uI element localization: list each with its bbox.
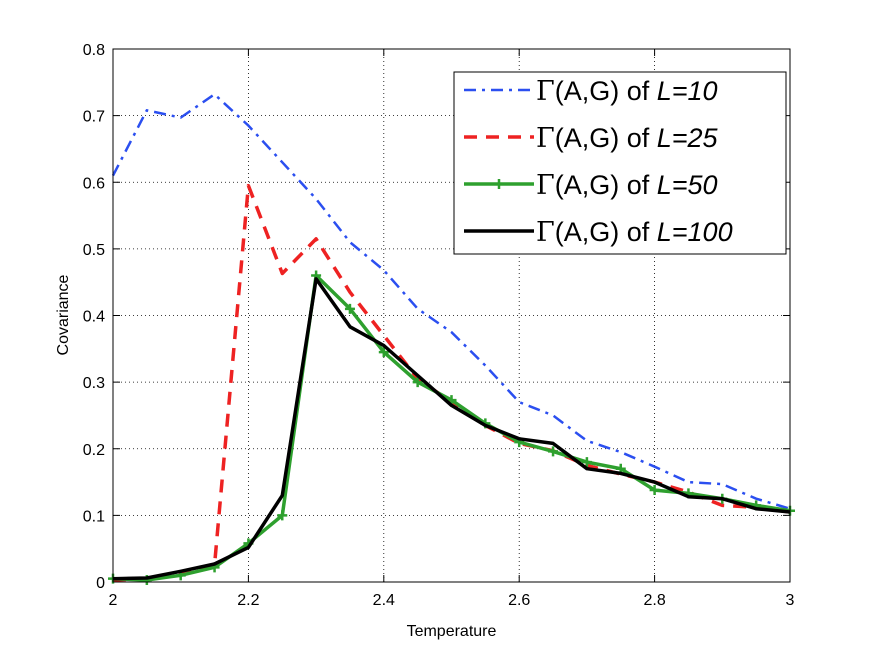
- legend-label: Γ(A,G) of L=25: [536, 123, 719, 154]
- legend-label-symbol: Γ: [536, 217, 555, 248]
- legend-label-size: L=25: [657, 123, 719, 153]
- series-1: [111, 93, 791, 510]
- legend-label-text: (A,G) of: [555, 170, 657, 200]
- x-tick-label: 2.4: [373, 592, 395, 609]
- legend-label-text: (A,G) of: [555, 123, 657, 153]
- y-tick-label: 0.5: [83, 242, 105, 259]
- legend: Γ(A,G) of L=10Γ(A,G) of L=25Γ(A,G) of L=…: [453, 71, 787, 255]
- x-tick-label: 3: [786, 592, 795, 609]
- x-tick-label: 2.2: [237, 592, 259, 609]
- y-tick-label: 0.6: [83, 175, 105, 192]
- axis-ticks: 2 2.2 2.4 2.6 2.8 3 0 0.1 0.2 0.3 0.4 0.5 0.6 0.7 0.8: [83, 42, 795, 609]
- y-tick-label: 0.1: [83, 508, 105, 525]
- y-tick-label: 0.2: [83, 442, 105, 459]
- legend-label: Γ(A,G) of L=10: [536, 76, 718, 107]
- legend-label-text: (A,G) of: [555, 217, 657, 247]
- legend-label-symbol: Γ: [536, 76, 555, 107]
- data-point-marker: [581, 457, 592, 468]
- y-axis-title: Covariance: [55, 274, 72, 355]
- data-point-marker: [412, 377, 423, 388]
- data-point-marker: [344, 303, 355, 314]
- y-tick-label: 0.4: [83, 309, 105, 326]
- x-axis-title: Temperature: [407, 623, 497, 640]
- legend-item: Γ(A,G) of L=10: [464, 76, 718, 107]
- data-point-marker: [649, 485, 660, 496]
- legend-item: Γ(A,G) of L=100: [464, 217, 733, 248]
- legend-label-text: (A,G) of: [555, 76, 657, 106]
- legend-label-symbol: Γ: [536, 123, 555, 154]
- y-tick-label: 0: [96, 575, 105, 592]
- series-line: [111, 93, 791, 510]
- x-tick-label: 2.6: [508, 592, 530, 609]
- legend-marker: [494, 179, 504, 189]
- data-point-marker: [277, 510, 288, 521]
- x-tick-label: 2: [109, 592, 118, 609]
- legend-label-symbol: Γ: [536, 170, 555, 201]
- legend-label-size: L=50: [657, 170, 718, 200]
- data-point-marker: [378, 347, 389, 358]
- series-line: [112, 277, 791, 581]
- y-tick-label: 0.3: [83, 375, 105, 392]
- series-layer: [108, 93, 795, 586]
- legend-label: Γ(A,G) of L=50: [536, 170, 718, 201]
- legend-label-size: L=10: [657, 76, 718, 106]
- legend-label: Γ(A,G) of L=100: [536, 217, 733, 248]
- legend-label-size: L=100: [657, 217, 733, 247]
- data-point-marker: [548, 446, 559, 457]
- y-tick-label: 0.7: [83, 109, 105, 126]
- legend-item: Γ(A,G) of L=50: [464, 170, 718, 201]
- y-tick-label: 0.8: [83, 42, 105, 59]
- series-4: [112, 277, 791, 581]
- legend-item: Γ(A,G) of L=25: [464, 123, 719, 154]
- legend-box: [453, 71, 787, 255]
- x-tick-label: 2.8: [643, 592, 665, 609]
